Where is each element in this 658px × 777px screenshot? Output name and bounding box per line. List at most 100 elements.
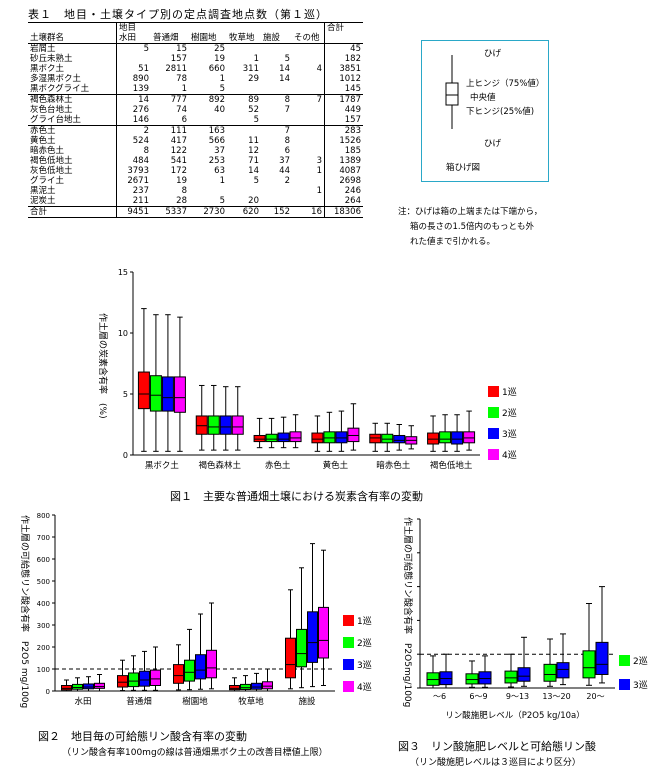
table-row: 赤色土 2 111 163 7 283 — [28, 125, 363, 136]
table-cell: 5 — [253, 115, 259, 125]
table-cell — [292, 146, 325, 156]
table-cell — [261, 186, 292, 196]
legend-swatch — [488, 386, 499, 397]
table-cell: 37 — [279, 156, 290, 166]
table-cell — [292, 74, 325, 84]
box — [595, 641, 609, 675]
box — [463, 431, 476, 444]
table-cell: 14 — [116, 94, 151, 105]
table-cell: 8 — [181, 186, 187, 196]
y-tick-label: 0 — [123, 451, 128, 460]
header-soil: 土壌群名 — [28, 33, 117, 44]
table-cell: 2 — [116, 125, 151, 136]
table-cell — [292, 105, 325, 115]
table-cell: 40 — [214, 105, 225, 115]
table-cell: 892 — [189, 94, 227, 105]
box — [83, 683, 94, 690]
legend-label: 2巡 — [357, 638, 372, 649]
box — [195, 415, 208, 435]
table-cell — [292, 125, 325, 136]
table-cell: 15 — [176, 44, 187, 54]
box — [451, 431, 464, 445]
y-tick-label: 600 — [37, 556, 50, 564]
table-cell — [292, 84, 325, 95]
table-cell: 1 — [316, 166, 322, 176]
soil-name: 黒ボク土 — [28, 64, 117, 74]
y-tick-label: 100 — [37, 666, 50, 674]
box — [307, 611, 318, 663]
y-axis-label: 作土層の可給態リン酸含有率 P2O5mg/100g — [402, 517, 414, 707]
table-cell: 74 — [176, 105, 187, 115]
soil-name: 暗赤色土 — [28, 146, 117, 156]
box — [318, 606, 329, 659]
box — [582, 650, 596, 679]
soil-name: 灰色台地土 — [28, 105, 117, 115]
table-cell — [261, 44, 292, 55]
table-cell: 11 — [248, 136, 259, 146]
table-cell: 78 — [176, 74, 187, 84]
legend-label: 2巡 — [502, 408, 517, 419]
table-cell: 524 — [132, 136, 149, 146]
table-cell: 5 — [219, 84, 225, 94]
figure2-chart: 0 100 200 300 400 500 600 700 800 水田 普通畑 樹園地 牧草地 施設 1巡… — [19, 512, 372, 708]
soil-name: 褐色森林土 — [28, 94, 117, 105]
table-cell — [261, 115, 292, 126]
legend-label: 3巡 — [633, 680, 648, 691]
box — [465, 673, 479, 685]
table-row: 砂丘未熟土 157 19 1 5 182 — [28, 54, 363, 64]
x-category-label: 20～ — [586, 692, 604, 701]
header-col: 牧草地 — [227, 33, 261, 44]
table-cell: 7 — [292, 94, 325, 105]
table-row: 黒ボクグライ土 139 1 5 145 — [28, 84, 363, 95]
soil-name: グライ土 — [28, 176, 117, 186]
table-cell — [189, 115, 227, 126]
box — [173, 376, 186, 413]
table-cell: 2 — [284, 176, 290, 186]
legend-label: 1巡 — [502, 387, 517, 398]
header-total: 合計 — [324, 22, 363, 33]
table-cell: 5 — [253, 176, 259, 186]
table-cell: 163 — [189, 125, 227, 136]
box — [206, 649, 217, 679]
box — [262, 681, 273, 690]
table-total-cell: 1787 — [324, 94, 363, 105]
table-row: 暗赤色土 8 122 37 12 6 185 — [28, 146, 363, 156]
legend-swatch — [343, 659, 354, 670]
table-total-cell: 283 — [324, 125, 363, 136]
box — [556, 662, 570, 679]
table-cell: 146 — [132, 115, 149, 125]
x-category-label: 赤色土 — [265, 460, 291, 471]
table-total-cell: 3851 — [324, 64, 363, 74]
figure3-subtitle: （リン酸施肥レベルは３巡目により区分） — [410, 758, 581, 768]
legend-swatch — [488, 407, 499, 418]
box — [94, 682, 105, 689]
table-total-cell: 1389 — [324, 156, 363, 166]
x-category-label: 褐色森林土 — [198, 460, 241, 471]
table-cell: 44 — [279, 166, 290, 176]
table-cell: 20 — [248, 196, 259, 206]
note-line: 箱の長さの1.5倍内のもっとも外 — [410, 222, 535, 232]
box — [72, 683, 83, 690]
box — [277, 432, 290, 443]
box — [504, 670, 518, 684]
table-cell: 8 — [284, 136, 290, 146]
table-cell: 4 — [316, 64, 322, 74]
legend-swatch — [619, 679, 630, 690]
table-cell: 157 — [170, 54, 187, 64]
legend-label: 3巡 — [502, 429, 517, 440]
table-total-cell: 4087 — [324, 166, 363, 176]
table-total-cell: 182 — [324, 54, 363, 64]
table-cell — [292, 115, 325, 126]
table-cell: 28 — [176, 196, 187, 206]
figure3-title: 図３ リン酸施肥レベルと可給態リン酸 — [398, 740, 596, 753]
x-category-label: 暗赤色土 — [376, 460, 411, 471]
table-cell: 777 — [151, 94, 189, 105]
x-category-label: 水田 — [74, 696, 91, 707]
x-category-label: 普通畑 — [126, 696, 152, 707]
box — [219, 415, 232, 435]
table-cell: 152 — [261, 206, 292, 218]
box — [117, 675, 128, 688]
box — [240, 683, 251, 690]
box — [517, 667, 531, 682]
legend-upper-hinge: 上ヒンジ（75%値） — [466, 79, 545, 89]
